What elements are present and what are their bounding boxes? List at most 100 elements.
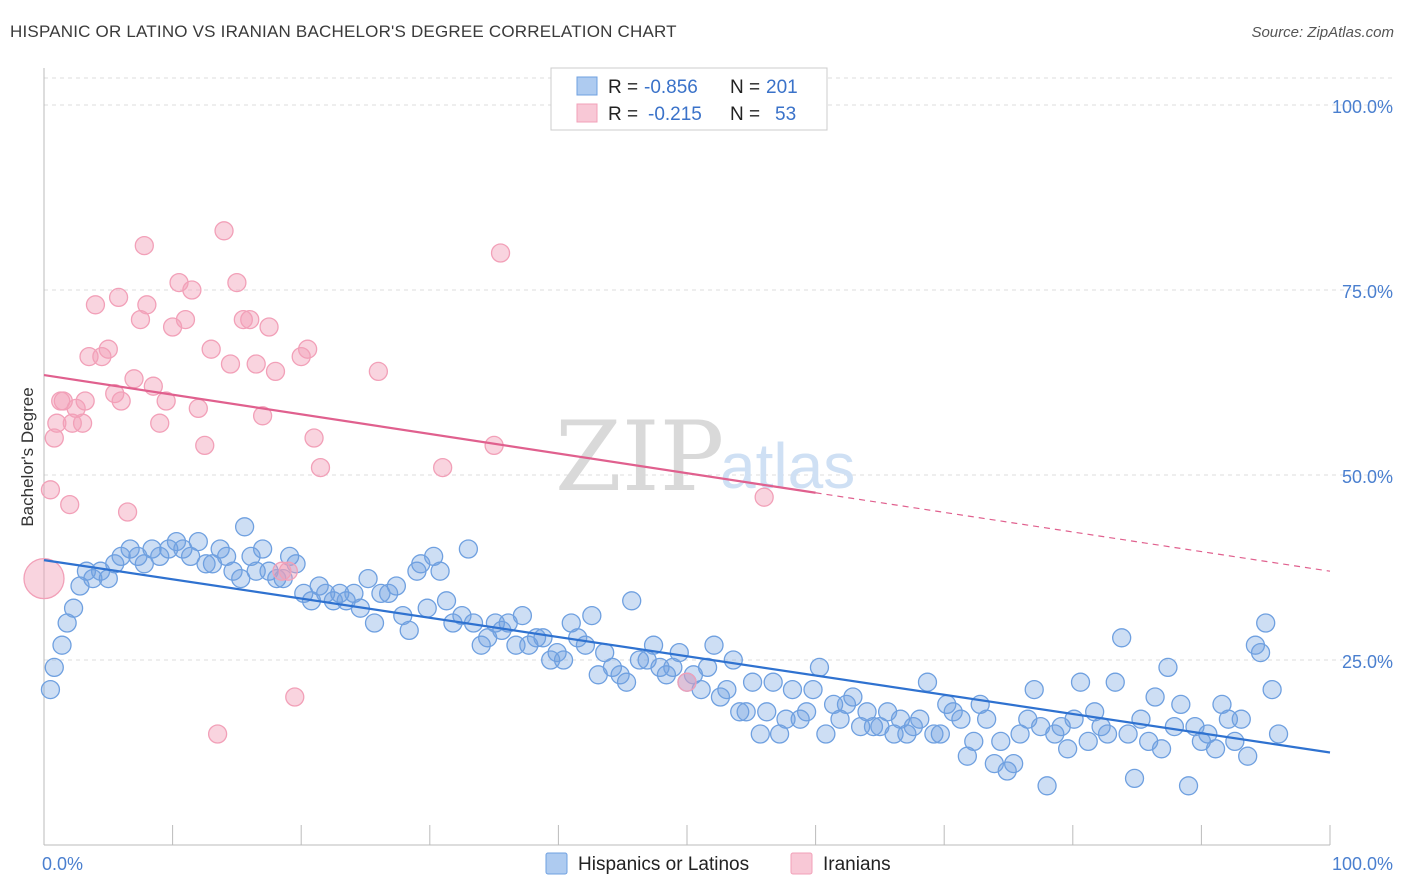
hispanics-point-106	[763, 672, 783, 692]
iranians-point-22	[175, 309, 196, 330]
hispanics-point-180	[1256, 613, 1276, 633]
legend-n-label-2: N =	[730, 104, 760, 125]
hispanics-point-0	[40, 679, 61, 700]
hispanics-point-164	[1151, 739, 1172, 759]
iranians-point-42	[304, 428, 324, 448]
hispanics-point-18	[166, 531, 187, 552]
hispanics-point-113	[809, 657, 830, 678]
hispanics-point-157	[1105, 672, 1125, 692]
correlation-legend-box: R = -0.856 N = 201 R = -0.215 N = 53	[550, 67, 828, 131]
hispanics-point-98	[710, 687, 731, 707]
iranians-point-54	[677, 672, 697, 692]
hispanics-point-84	[616, 672, 637, 692]
hispanics-point-118	[843, 687, 863, 707]
legend-n-value-1: 201	[766, 77, 798, 98]
hispanics-point-133	[943, 702, 963, 722]
hispanics-point-24	[210, 539, 230, 559]
hispanics-point-97	[704, 635, 724, 655]
hispanics-point-136	[964, 731, 984, 752]
hispanics-point-39	[309, 576, 329, 596]
iranians-point-35	[259, 317, 279, 337]
iranians-point-31	[233, 309, 253, 330]
hispanics-point-83	[610, 665, 630, 685]
hispanics-point-100	[723, 650, 743, 670]
hispanics-point-78	[575, 635, 596, 655]
hispanics-point-12	[120, 539, 140, 559]
hispanics-point-1	[44, 657, 64, 678]
hispanics-point-128	[910, 709, 930, 729]
hispanics-point-129	[917, 672, 938, 692]
x-tick-label-right: 100.0%	[1332, 854, 1393, 874]
legend-n-value-2: 53	[775, 104, 796, 125]
x-ticks	[172, 825, 1331, 845]
iranians-point-13	[117, 502, 138, 522]
hispanics-point-27	[231, 568, 251, 589]
hispanics-point-160	[1124, 768, 1145, 789]
y-tick-labels: 25.0% 50.0% 75.0% 100.0%	[1332, 97, 1393, 672]
hispanics-point-101	[730, 702, 750, 722]
iranians-point-36	[265, 361, 286, 382]
iranians-point-28	[214, 221, 234, 241]
hispanics-point-147	[1037, 776, 1057, 796]
hispanics-point-99	[717, 679, 737, 700]
hispanics-point-126	[897, 724, 917, 744]
hispanics-point-167	[1171, 694, 1191, 715]
iranians-point-29	[220, 354, 241, 374]
iranians-point-41	[297, 339, 318, 359]
hispanics-point-182	[1268, 724, 1289, 744]
hispanics-point-92	[669, 642, 689, 663]
iranians-point-30	[227, 272, 247, 293]
iranians-point-2	[47, 413, 67, 433]
hispanics-point-26	[223, 561, 243, 581]
iranians-point-10	[98, 339, 118, 359]
legend-r-label-2: R =	[608, 104, 638, 125]
legend-r-value-1: -0.856	[644, 77, 698, 98]
hispanics-point-114	[816, 724, 836, 744]
hispanics-point-4	[63, 598, 84, 618]
hispanics-point-102	[736, 702, 756, 722]
series-hispanics-points	[40, 517, 1289, 796]
hispanics-point-49	[378, 583, 399, 604]
hispanics-point-152	[1070, 672, 1091, 692]
hispanics-point-28	[234, 517, 255, 537]
legend-r-label-1: R =	[608, 77, 638, 98]
source-label: Source: ZipAtlas.com	[1251, 24, 1394, 41]
iranians-point-14	[124, 369, 144, 389]
iranians-point-9	[92, 346, 112, 367]
hispanics-point-19	[173, 539, 193, 559]
hispanics-point-86	[629, 650, 650, 670]
iranians-point-8	[85, 295, 106, 315]
hispanics-point-17	[159, 539, 179, 559]
legend-swatch-hispanics	[576, 76, 598, 96]
hispanics-point-156	[1097, 724, 1118, 744]
iranians-point-34	[252, 406, 273, 426]
legend-r-value-2: -0.215	[648, 104, 702, 125]
bottom-legend: Hispanics or Latinos Iranians	[545, 852, 891, 875]
hispanics-point-112	[803, 679, 823, 700]
hispanics-point-150	[1058, 739, 1078, 759]
hispanics-point-117	[836, 694, 857, 715]
hispanics-point-141	[997, 761, 1017, 781]
hispanics-point-31	[252, 539, 273, 559]
iranians-point-52	[754, 487, 774, 507]
hispanics-point-72	[533, 628, 553, 648]
iranians-point-46	[62, 413, 82, 433]
hispanics-point-74	[547, 642, 567, 663]
iranians-point-33	[246, 354, 266, 374]
hispanics-point-55	[417, 598, 437, 618]
hispanics-point-138	[976, 709, 997, 729]
hispanics-point-7	[83, 568, 103, 589]
iranians-point-32	[240, 309, 260, 330]
bottom-legend-swatch-hispanics	[545, 852, 568, 875]
hispanics-point-10	[105, 554, 125, 574]
hispanics-point-111	[796, 702, 817, 722]
y-axis-label: Bachelor's Degree	[18, 387, 37, 526]
hispanics-point-168	[1178, 776, 1199, 796]
hispanics-point-108	[776, 709, 796, 729]
hispanics-point-103	[742, 672, 763, 692]
iranians-point-38	[278, 561, 298, 581]
hispanics-point-177	[1238, 746, 1258, 766]
hispanics-point-52	[399, 620, 419, 641]
hispanics-point-15	[142, 539, 162, 559]
